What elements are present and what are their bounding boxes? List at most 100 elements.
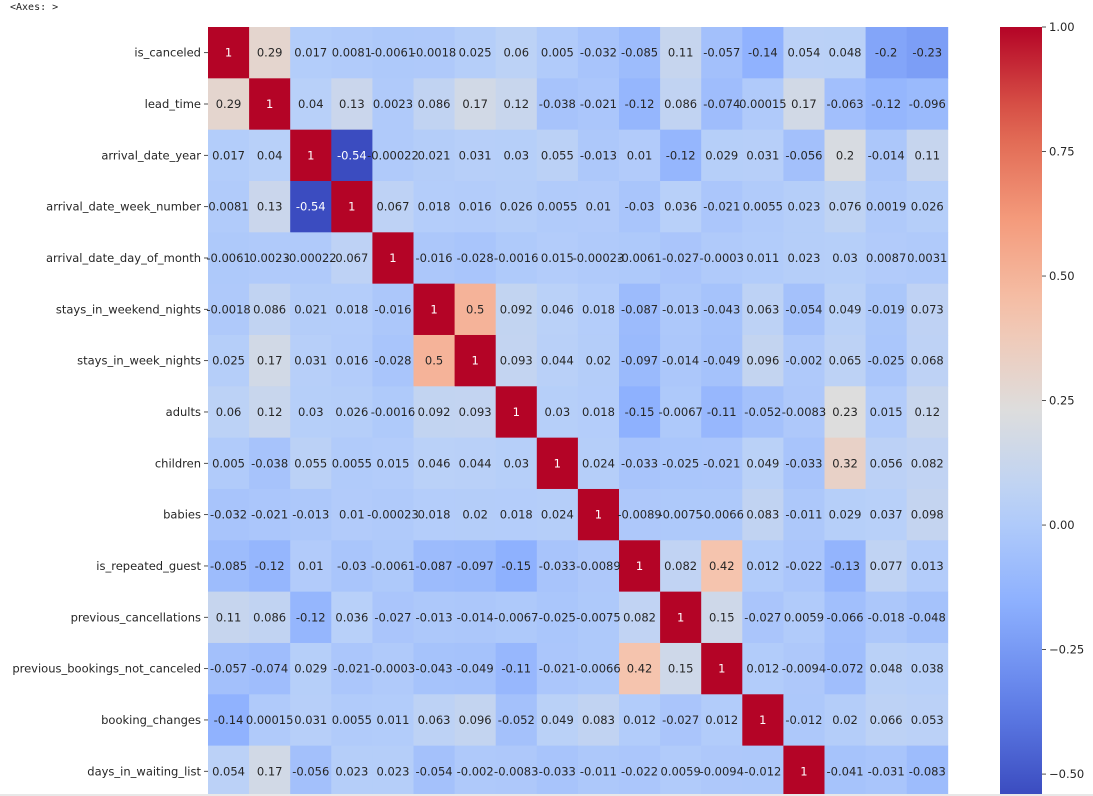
heatmap-cell [331,386,373,439]
heatmap-cell [208,232,250,285]
heatmap-cell [660,78,702,131]
cell-annotation: 1 [595,508,602,522]
cell-annotation: 0.073 [911,302,944,316]
heatmap-cell [413,437,455,490]
heatmap-cell [536,591,579,644]
heatmap-cell [249,27,291,79]
heatmap-cell [865,745,908,796]
heatmap-cell [619,232,661,285]
cell-annotation: 0.29 [216,97,242,111]
cell-annotation: 0.023 [335,764,368,778]
cell-annotation: -0.013 [292,508,329,522]
cell-annotation: -0.0016 [494,251,538,265]
heatmap-cell [249,386,291,439]
cell-annotation: 0.0019 [866,200,906,214]
cell-annotation: 0.0055 [332,713,372,727]
heatmap-cell [249,232,291,285]
cell-annotation: -0.028 [374,354,411,368]
heatmap-cell [906,386,949,439]
heatmap-cell [701,591,743,644]
cell-annotation: 0.046 [418,456,451,470]
cell-annotation: 0.0031 [907,251,947,265]
heatmap-cell [701,488,743,541]
heatmap-cell [701,642,743,695]
cell-annotation: -0.00023 [573,251,625,265]
heatmap-cell [824,180,866,233]
cell-annotation: 0.025 [459,46,492,60]
cell-annotation: 0.025 [212,354,245,368]
heatmap-cell [454,745,497,796]
cell-annotation: -0.0066 [700,508,744,522]
colorbar-tick-label: −0.50 [1049,767,1084,781]
cell-annotation: 0.012 [746,559,779,573]
cell-annotation: -0.027 [374,610,411,624]
heatmap-cell [577,78,620,131]
heatmap-cell [372,334,414,387]
heatmap-cell [413,283,455,336]
cell-annotation: 0.023 [376,764,409,778]
heatmap-cell [249,694,291,747]
cell-annotation: 1 [471,354,478,368]
cell-annotation: -0.054 [785,302,822,316]
heatmap-cell [495,283,538,336]
cell-annotation: 0.03 [503,456,529,470]
cell-annotation: 0.0059 [784,610,824,624]
heatmap-cell [701,437,743,490]
heatmap-cell [906,283,949,336]
cell-annotation: 0.0023 [373,97,413,111]
heatmap-cell [783,78,825,131]
cell-annotation: -0.041 [827,764,864,778]
heatmap-cell [208,437,250,490]
cell-annotation: -0.0094 [700,764,744,778]
cell-annotation: 0.038 [911,662,944,676]
colorbar-tick-label: 0.25 [1049,394,1075,408]
cell-annotation: 0.021 [294,302,327,316]
cell-annotation: -0.083 [909,764,946,778]
cell-annotation: 0.023 [787,200,820,214]
heatmap-cell [906,78,949,131]
heatmap-cell [208,591,250,644]
cell-annotation: 1 [225,46,232,60]
cell-annotation: 1 [266,97,273,111]
heatmap-cell [249,180,291,233]
cell-annotation: 0.02 [832,713,858,727]
heatmap-cell [742,232,784,285]
heatmap-cell [413,78,455,131]
cell-annotation: -0.033 [621,456,658,470]
heatmap-cell [495,386,538,439]
heatmap-cell [208,78,250,131]
cell-annotation: 0.42 [709,559,735,573]
cell-annotation: 0.029 [294,662,327,676]
cell-annotation: 0.031 [294,713,327,727]
cell-annotation: 0.06 [216,405,242,419]
cell-annotation: -0.038 [539,97,576,111]
cell-annotation: 0.018 [418,200,451,214]
heatmap-cell [249,540,291,593]
cell-annotation: -0.016 [416,251,453,265]
heatmap-cell [865,283,908,336]
cell-annotation: 0.012 [746,662,779,676]
cell-annotation: -0.097 [621,354,658,368]
heatmap-cell [249,283,291,336]
cell-annotation: 0.12 [503,97,529,111]
heatmap-cell [906,591,949,644]
heatmap-cell [619,78,661,131]
cell-annotation: 0.031 [459,148,492,162]
heatmap-cell [619,540,661,593]
cell-annotation: 0.056 [870,456,903,470]
heatmap-cell [454,694,497,747]
heatmap-cell [290,540,332,593]
heatmap-cell [495,437,538,490]
heatmap-cell [208,27,250,79]
cell-annotation: -0.085 [621,46,658,60]
cell-annotation: 0.054 [787,46,820,60]
cell-annotation: -0.018 [868,610,905,624]
heatmap-cell [701,283,743,336]
heatmap-cell [331,78,373,131]
cell-annotation: -0.03 [337,559,367,573]
cell-annotation: 0.005 [541,46,574,60]
heatmap-cell [619,694,661,747]
heatmap-cell [660,334,702,387]
heatmap-cell [454,232,497,285]
cell-annotation: -0.013 [580,148,617,162]
